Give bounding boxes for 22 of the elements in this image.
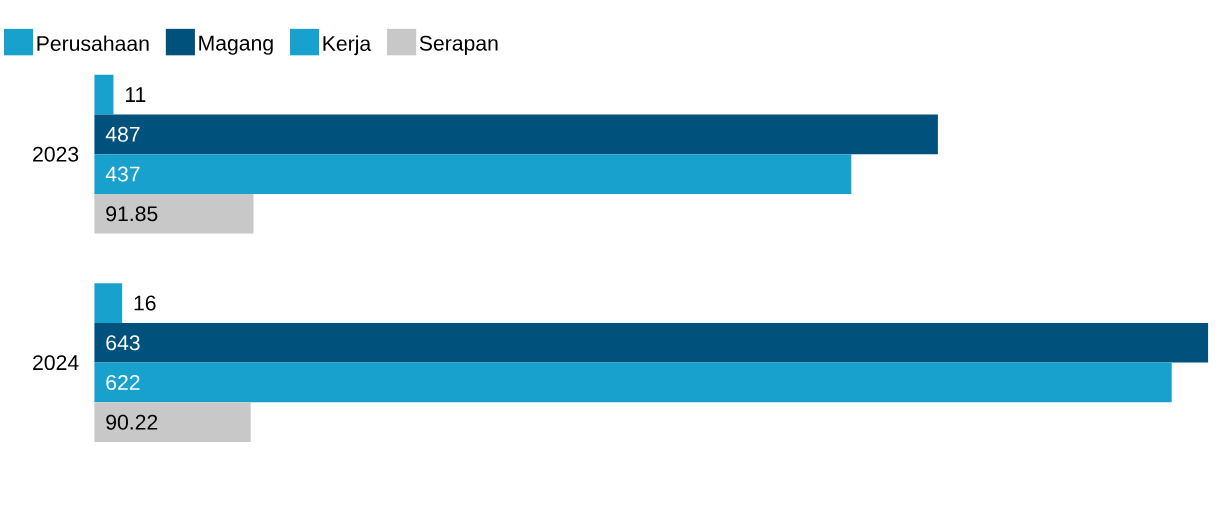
data-label: 91.85	[106, 206, 158, 222]
bar	[94, 114, 938, 155]
legend-label: Serapan	[419, 35, 498, 55]
data-label: 487	[105, 126, 140, 142]
bar	[94, 322, 1209, 363]
data-label: 643	[106, 335, 140, 351]
data-label: 622	[106, 374, 140, 390]
bar	[94, 154, 852, 194]
data-label: 90.22	[106, 414, 158, 430]
legend-label: Kerja	[323, 35, 372, 56]
bar	[94, 74, 114, 115]
legend-label: Magang	[199, 35, 273, 55]
legend-label: Perusahaan	[37, 35, 149, 51]
data-label: 16	[134, 295, 156, 311]
bar	[94, 193, 254, 234]
data-label: 437	[105, 166, 140, 182]
y-tick-label: 2023	[33, 146, 79, 162]
bar	[94, 402, 251, 442]
bar	[94, 362, 1172, 403]
bar	[94, 283, 123, 323]
y-tick-label: 2024	[33, 355, 79, 371]
data-label: 11	[125, 87, 146, 102]
